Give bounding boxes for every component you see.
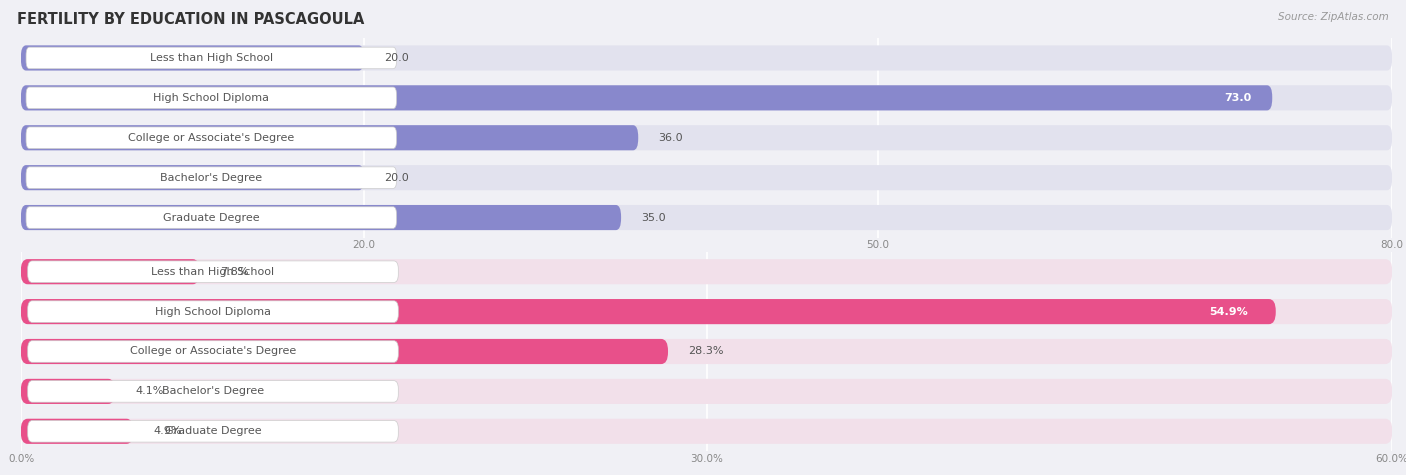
- Text: Bachelor's Degree: Bachelor's Degree: [162, 386, 264, 397]
- Text: High School Diploma: High School Diploma: [153, 93, 270, 103]
- FancyBboxPatch shape: [21, 205, 621, 230]
- FancyBboxPatch shape: [28, 420, 398, 442]
- FancyBboxPatch shape: [27, 47, 396, 69]
- Text: Source: ZipAtlas.com: Source: ZipAtlas.com: [1278, 12, 1389, 22]
- Text: 20.0: 20.0: [384, 172, 409, 183]
- FancyBboxPatch shape: [21, 205, 1392, 230]
- Text: High School Diploma: High School Diploma: [155, 306, 271, 317]
- Text: FERTILITY BY EDUCATION IN PASCAGOULA: FERTILITY BY EDUCATION IN PASCAGOULA: [17, 12, 364, 27]
- FancyBboxPatch shape: [21, 419, 1392, 444]
- Text: Less than High School: Less than High School: [149, 53, 273, 63]
- Text: College or Associate's Degree: College or Associate's Degree: [129, 346, 297, 357]
- Text: 7.8%: 7.8%: [219, 266, 249, 277]
- Text: 28.3%: 28.3%: [689, 346, 724, 357]
- Text: Bachelor's Degree: Bachelor's Degree: [160, 172, 263, 183]
- FancyBboxPatch shape: [21, 165, 364, 190]
- Text: 20.0: 20.0: [384, 53, 409, 63]
- Text: 36.0: 36.0: [658, 133, 683, 143]
- FancyBboxPatch shape: [21, 86, 1272, 110]
- FancyBboxPatch shape: [21, 125, 1392, 150]
- Text: 4.9%: 4.9%: [153, 426, 183, 437]
- Text: 4.1%: 4.1%: [135, 386, 163, 397]
- FancyBboxPatch shape: [28, 380, 398, 402]
- FancyBboxPatch shape: [21, 379, 1392, 404]
- Text: 35.0: 35.0: [641, 212, 666, 223]
- FancyBboxPatch shape: [21, 259, 200, 284]
- FancyBboxPatch shape: [21, 46, 1392, 70]
- FancyBboxPatch shape: [28, 261, 398, 283]
- FancyBboxPatch shape: [21, 299, 1392, 324]
- FancyBboxPatch shape: [28, 341, 398, 362]
- FancyBboxPatch shape: [27, 87, 396, 109]
- FancyBboxPatch shape: [21, 125, 638, 150]
- Text: Less than High School: Less than High School: [152, 266, 274, 277]
- FancyBboxPatch shape: [21, 259, 1392, 284]
- FancyBboxPatch shape: [27, 207, 396, 228]
- Text: Graduate Degree: Graduate Degree: [163, 212, 260, 223]
- Text: 73.0: 73.0: [1225, 93, 1251, 103]
- FancyBboxPatch shape: [21, 46, 364, 70]
- FancyBboxPatch shape: [21, 86, 1392, 110]
- FancyBboxPatch shape: [21, 299, 1275, 324]
- FancyBboxPatch shape: [21, 419, 134, 444]
- FancyBboxPatch shape: [21, 379, 115, 404]
- Text: College or Associate's Degree: College or Associate's Degree: [128, 133, 294, 143]
- FancyBboxPatch shape: [27, 167, 396, 189]
- FancyBboxPatch shape: [27, 127, 396, 149]
- FancyBboxPatch shape: [21, 339, 668, 364]
- Text: 54.9%: 54.9%: [1209, 306, 1249, 317]
- FancyBboxPatch shape: [21, 165, 1392, 190]
- Text: Graduate Degree: Graduate Degree: [165, 426, 262, 437]
- FancyBboxPatch shape: [28, 301, 398, 323]
- FancyBboxPatch shape: [21, 339, 1392, 364]
